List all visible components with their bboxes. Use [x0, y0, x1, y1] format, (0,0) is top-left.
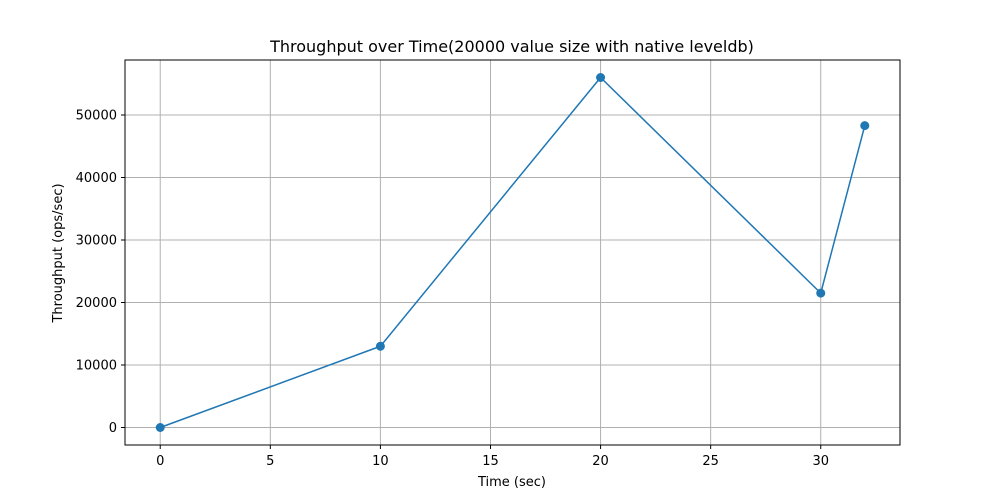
y-tick-label: 40000 — [76, 171, 117, 186]
data-point — [860, 121, 870, 131]
x-tick-label: 20 — [592, 454, 609, 469]
y-tick-label: 0 — [109, 421, 117, 436]
data-point — [155, 423, 165, 432]
series-layer — [155, 73, 870, 432]
y-axis-label: Throughput (ops/sec) — [51, 183, 66, 323]
y-tick-label: 30000 — [76, 234, 117, 249]
x-tick-label: 5 — [266, 454, 274, 469]
y-tick-label: 10000 — [76, 359, 117, 374]
data-point — [375, 341, 385, 351]
x-tick-label: 30 — [812, 454, 829, 469]
data-point — [816, 288, 826, 298]
x-tick-label: 15 — [482, 454, 499, 469]
x-tick-label: 10 — [372, 454, 389, 469]
x-tick-label: 0 — [156, 454, 164, 469]
x-tick-label: 25 — [702, 454, 719, 469]
plot-area — [124, 59, 901, 446]
grid — [125, 60, 900, 445]
data-point — [596, 73, 606, 82]
axis-ticks: 0 5 10 15 20 25 30 0 10000 20000 30000 40000 50000 — [76, 109, 829, 470]
y-tick-label: 50000 — [76, 109, 117, 124]
series-line — [159, 76, 866, 429]
x-axis-label: Time (sec) — [477, 475, 546, 490]
chart-title: Throughput over Time(20000 value size wi… — [269, 37, 754, 56]
y-tick-label: 20000 — [76, 296, 117, 311]
